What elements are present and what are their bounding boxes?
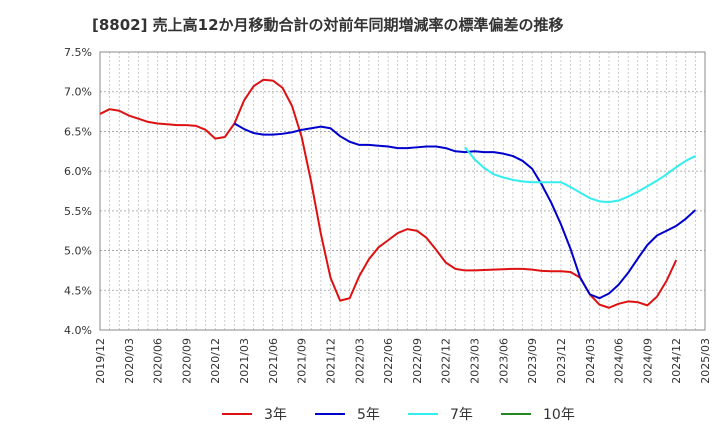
x-tick-label: 2024/09 — [641, 338, 654, 384]
x-tick-label: 2024/03 — [584, 338, 597, 384]
x-tick-label: 2020/03 — [123, 338, 136, 384]
x-tick-label: 2023/06 — [497, 338, 510, 384]
x-tick-label: 2020/12 — [209, 338, 222, 384]
plot-area — [100, 52, 705, 330]
x-tick-label: 2021/12 — [324, 338, 337, 384]
x-tick-label: 2021/03 — [238, 338, 251, 384]
x-tick-label: 2020/09 — [180, 338, 193, 384]
plot-frame — [99, 51, 706, 331]
y-tick-label: 6.0% — [64, 165, 92, 178]
x-tick-label: 2023/03 — [469, 338, 482, 384]
x-tick-label: 2024/12 — [670, 338, 683, 384]
x-tick-label: 2022/03 — [353, 338, 366, 384]
x-tick-label: 2022/09 — [411, 338, 424, 384]
legend-label: 7年 — [450, 407, 473, 423]
y-tick-label: 5.0% — [64, 245, 92, 258]
chart-title: [8802] 売上高12か月移動合計の対前年同期増減率の標準偏差の推移 — [92, 16, 564, 34]
legend-label: 10年 — [543, 407, 575, 423]
legend-label: 3年 — [264, 407, 287, 423]
x-tick-label: 2024/06 — [613, 338, 626, 384]
y-tick-label: 6.5% — [64, 125, 92, 138]
x-tick-label: 2021/06 — [267, 338, 280, 384]
legend: 3年 5年 7年 10年 — [222, 407, 575, 423]
x-tick-label: 2023/09 — [526, 338, 539, 384]
y-axis-tick-labels: 4.0% 4.5% 5.0% 5.5% 6.0% 6.5% 7.0% 7.5% — [64, 46, 92, 337]
x-tick-label: 2025/03 — [699, 338, 712, 384]
x-tick-label: 2019/12 — [94, 338, 107, 384]
x-tick-label: 2020/06 — [152, 338, 165, 384]
x-tick-label: 2021/09 — [296, 338, 309, 384]
series-lines — [99, 78, 697, 309]
grid-lines — [100, 52, 705, 330]
y-tick-label: 5.5% — [64, 205, 92, 218]
x-axis-tick-labels: 2019/12 2020/03 2020/06 2020/09 2020/12 2021/… — [94, 338, 712, 384]
legend-label: 5年 — [357, 407, 380, 423]
y-tick-label: 4.0% — [64, 324, 92, 337]
y-tick-label: 7.0% — [64, 86, 92, 99]
y-tick-label: 7.5% — [64, 46, 92, 59]
x-tick-label: 2022/06 — [382, 338, 395, 384]
series-line-1 — [233, 122, 697, 300]
y-tick-label: 4.5% — [64, 284, 92, 297]
x-tick-label: 2023/12 — [555, 338, 568, 384]
x-tick-label: 2022/12 — [440, 338, 453, 384]
series-line-2 — [464, 146, 696, 204]
